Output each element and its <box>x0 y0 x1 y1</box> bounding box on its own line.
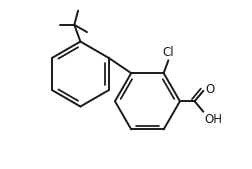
Text: Cl: Cl <box>162 46 173 59</box>
Text: O: O <box>204 83 213 96</box>
Text: OH: OH <box>204 113 222 126</box>
